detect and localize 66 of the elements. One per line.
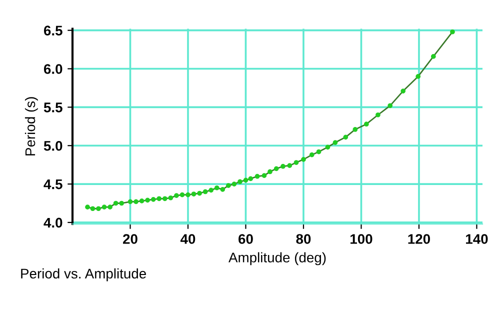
point (168, 195, 174, 200)
point (162, 196, 168, 202)
point (180, 192, 185, 198)
point (220, 186, 226, 192)
point (243, 178, 248, 183)
point (287, 163, 292, 168)
x-axis-title: Amplitude (deg) (228, 252, 326, 266)
y-axis-title: Period (s) (24, 97, 38, 156)
point (343, 134, 348, 140)
point (145, 198, 150, 203)
y-tick-label: 5.0 (44, 140, 62, 151)
point (280, 164, 286, 169)
point (294, 160, 299, 165)
point (262, 173, 267, 178)
point (238, 179, 242, 184)
point (309, 152, 314, 158)
point (352, 127, 358, 132)
point (254, 174, 260, 179)
point (191, 192, 196, 196)
point (450, 29, 455, 34)
text: Period vs. Amplitude (21, 268, 146, 282)
y-tick-label: 6.5 (44, 26, 62, 36)
point (156, 196, 162, 202)
point (134, 199, 138, 204)
point (301, 157, 306, 162)
x-tick-label: 80 (296, 234, 311, 244)
point (376, 112, 380, 118)
point (128, 199, 133, 204)
point (85, 204, 90, 210)
x-tick-label: 20 (123, 234, 138, 244)
point (232, 182, 237, 186)
point (208, 188, 214, 193)
point (400, 88, 406, 94)
point (268, 169, 272, 174)
point (186, 192, 190, 198)
x-tick-label: 100 (350, 234, 372, 244)
point (119, 200, 124, 206)
y-tick-label: 5.5 (44, 102, 62, 112)
y-tick-label: 4.5 (44, 180, 62, 190)
point (174, 193, 179, 198)
point (102, 204, 107, 210)
point (214, 185, 220, 190)
point (316, 149, 322, 154)
y-tick-label: 4.0 (44, 218, 62, 228)
point (197, 190, 202, 196)
x-tick-label: 60 (238, 234, 253, 244)
point (416, 74, 421, 79)
point (248, 176, 254, 182)
point (388, 103, 393, 108)
point (430, 54, 436, 59)
point (90, 206, 96, 212)
point (108, 204, 112, 210)
x-tick-label: 140 (466, 234, 488, 244)
point (325, 144, 330, 150)
point (202, 189, 208, 194)
x-tick-label: 120 (408, 234, 430, 244)
point (150, 196, 156, 202)
point (332, 140, 338, 145)
point (364, 122, 369, 127)
x-tick-label: 40 (180, 234, 196, 244)
point (274, 166, 279, 172)
point (139, 198, 144, 204)
y-tick-label: 6.0 (44, 64, 62, 74)
point (113, 200, 118, 206)
point (226, 183, 231, 188)
point (96, 206, 101, 212)
